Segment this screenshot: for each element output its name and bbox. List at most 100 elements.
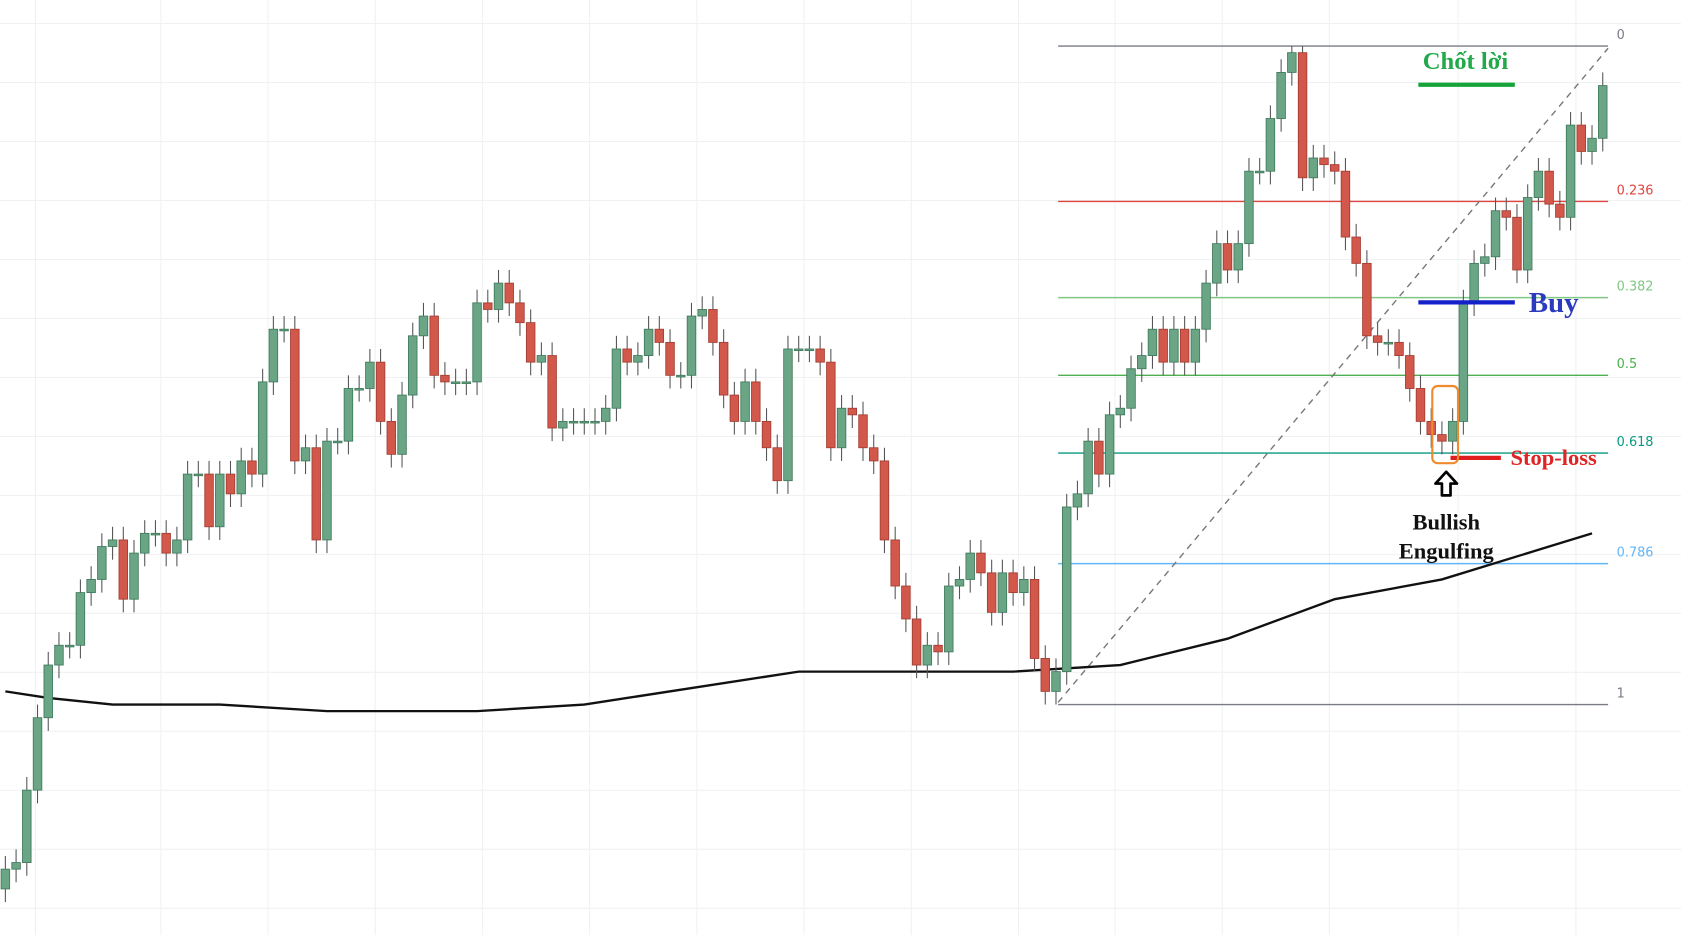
candle-body [107,539,118,547]
candle-body [622,348,632,363]
candle-body [268,328,279,383]
candle-body [1598,85,1608,139]
candle-body [547,355,557,429]
candle-body [1137,355,1147,370]
candle-body [1297,52,1308,179]
candle-body [1565,124,1576,218]
candle-body [236,460,246,495]
candle-body [1104,414,1115,475]
candle-body [1533,170,1544,198]
candle-body [140,532,150,554]
candle-body [1405,355,1415,389]
candle-body [601,407,611,422]
candle-body [32,717,43,791]
candle-body [472,302,482,383]
candle-body [504,282,514,304]
candle-body [1458,302,1469,422]
fib-level-label: 0.618 [1617,435,1654,450]
candle-body [1265,118,1276,172]
candle-body [1512,216,1522,271]
candle-body [332,440,343,444]
candle-body [375,361,386,422]
stop-loss-label: Stop-loss [1511,445,1598,470]
candle-body [75,592,86,646]
candles [0,46,1608,903]
candle-body [1254,170,1265,174]
candle-body [450,381,461,384]
candle-body [225,473,236,495]
candle-body [1008,572,1018,594]
take-profit-label: Chốt lời [1423,48,1509,75]
fib-level-label: 0 [1617,28,1625,43]
pattern-arrow [1434,470,1459,497]
candle-body [826,361,836,449]
candle-body [665,341,675,376]
candle-body [954,579,965,587]
candle-body [193,473,204,477]
candle-body [1437,434,1447,442]
candle-body [761,420,772,449]
candle-body [654,328,665,343]
candle-body [579,420,589,424]
candle-body [386,420,397,455]
candle-body [1415,388,1426,422]
candle-body [1544,170,1554,205]
candle-body [515,302,525,324]
candle-body [182,473,193,541]
candle-body [172,539,182,554]
candle-body [708,309,718,343]
candle-body [1447,420,1458,442]
candle-body [215,473,225,528]
buy-label: Buy [1529,287,1579,319]
candle-body [365,361,375,389]
candle-body [1179,328,1190,363]
candle-body [1469,262,1479,304]
candle-body [1522,197,1533,271]
candle-body [257,381,268,475]
candle-body [1287,52,1297,73]
candle-body [611,348,622,409]
candle-body [1190,328,1201,363]
candle-body [408,335,418,396]
candle-body [418,315,429,337]
candle-body [772,447,782,482]
candle-body [1233,243,1243,271]
candle-body [1222,243,1233,271]
candle-body [11,862,21,870]
candle-body [1319,157,1329,166]
candle-body [279,328,289,332]
candle-body [643,328,654,356]
candle-body [1115,407,1126,416]
candle-body [22,789,32,863]
candle-body [718,341,729,396]
candle-body [129,552,139,600]
candle-body [729,394,740,422]
candle-body [911,618,922,666]
candle-body [901,585,911,620]
candle-body [676,374,686,378]
pattern-label: Engulfing [1399,538,1495,563]
candle-body [1276,72,1286,119]
candle-body [97,546,107,580]
candle-body [86,579,96,594]
fibonacci-levels: 0 0.236 0.382 0.5 0.618 0.786 1 [1058,28,1654,706]
candle-body [1158,328,1168,363]
candle-body [1072,493,1083,508]
candle-body [161,532,171,554]
candle-body [1372,335,1383,343]
candle-body [1576,124,1587,152]
candle-body [354,388,364,391]
candle-body [933,644,943,653]
candle-body [493,282,504,310]
fib-level-label: 1 [1617,686,1625,701]
candle-body [1212,243,1222,284]
candle-body [922,644,933,666]
candle-body [483,302,493,310]
candle-body [150,532,161,536]
candle-body [247,460,257,475]
candle-body [1244,170,1254,245]
candle-body [343,388,354,442]
candle-body [204,473,214,528]
candle-body [879,460,890,541]
